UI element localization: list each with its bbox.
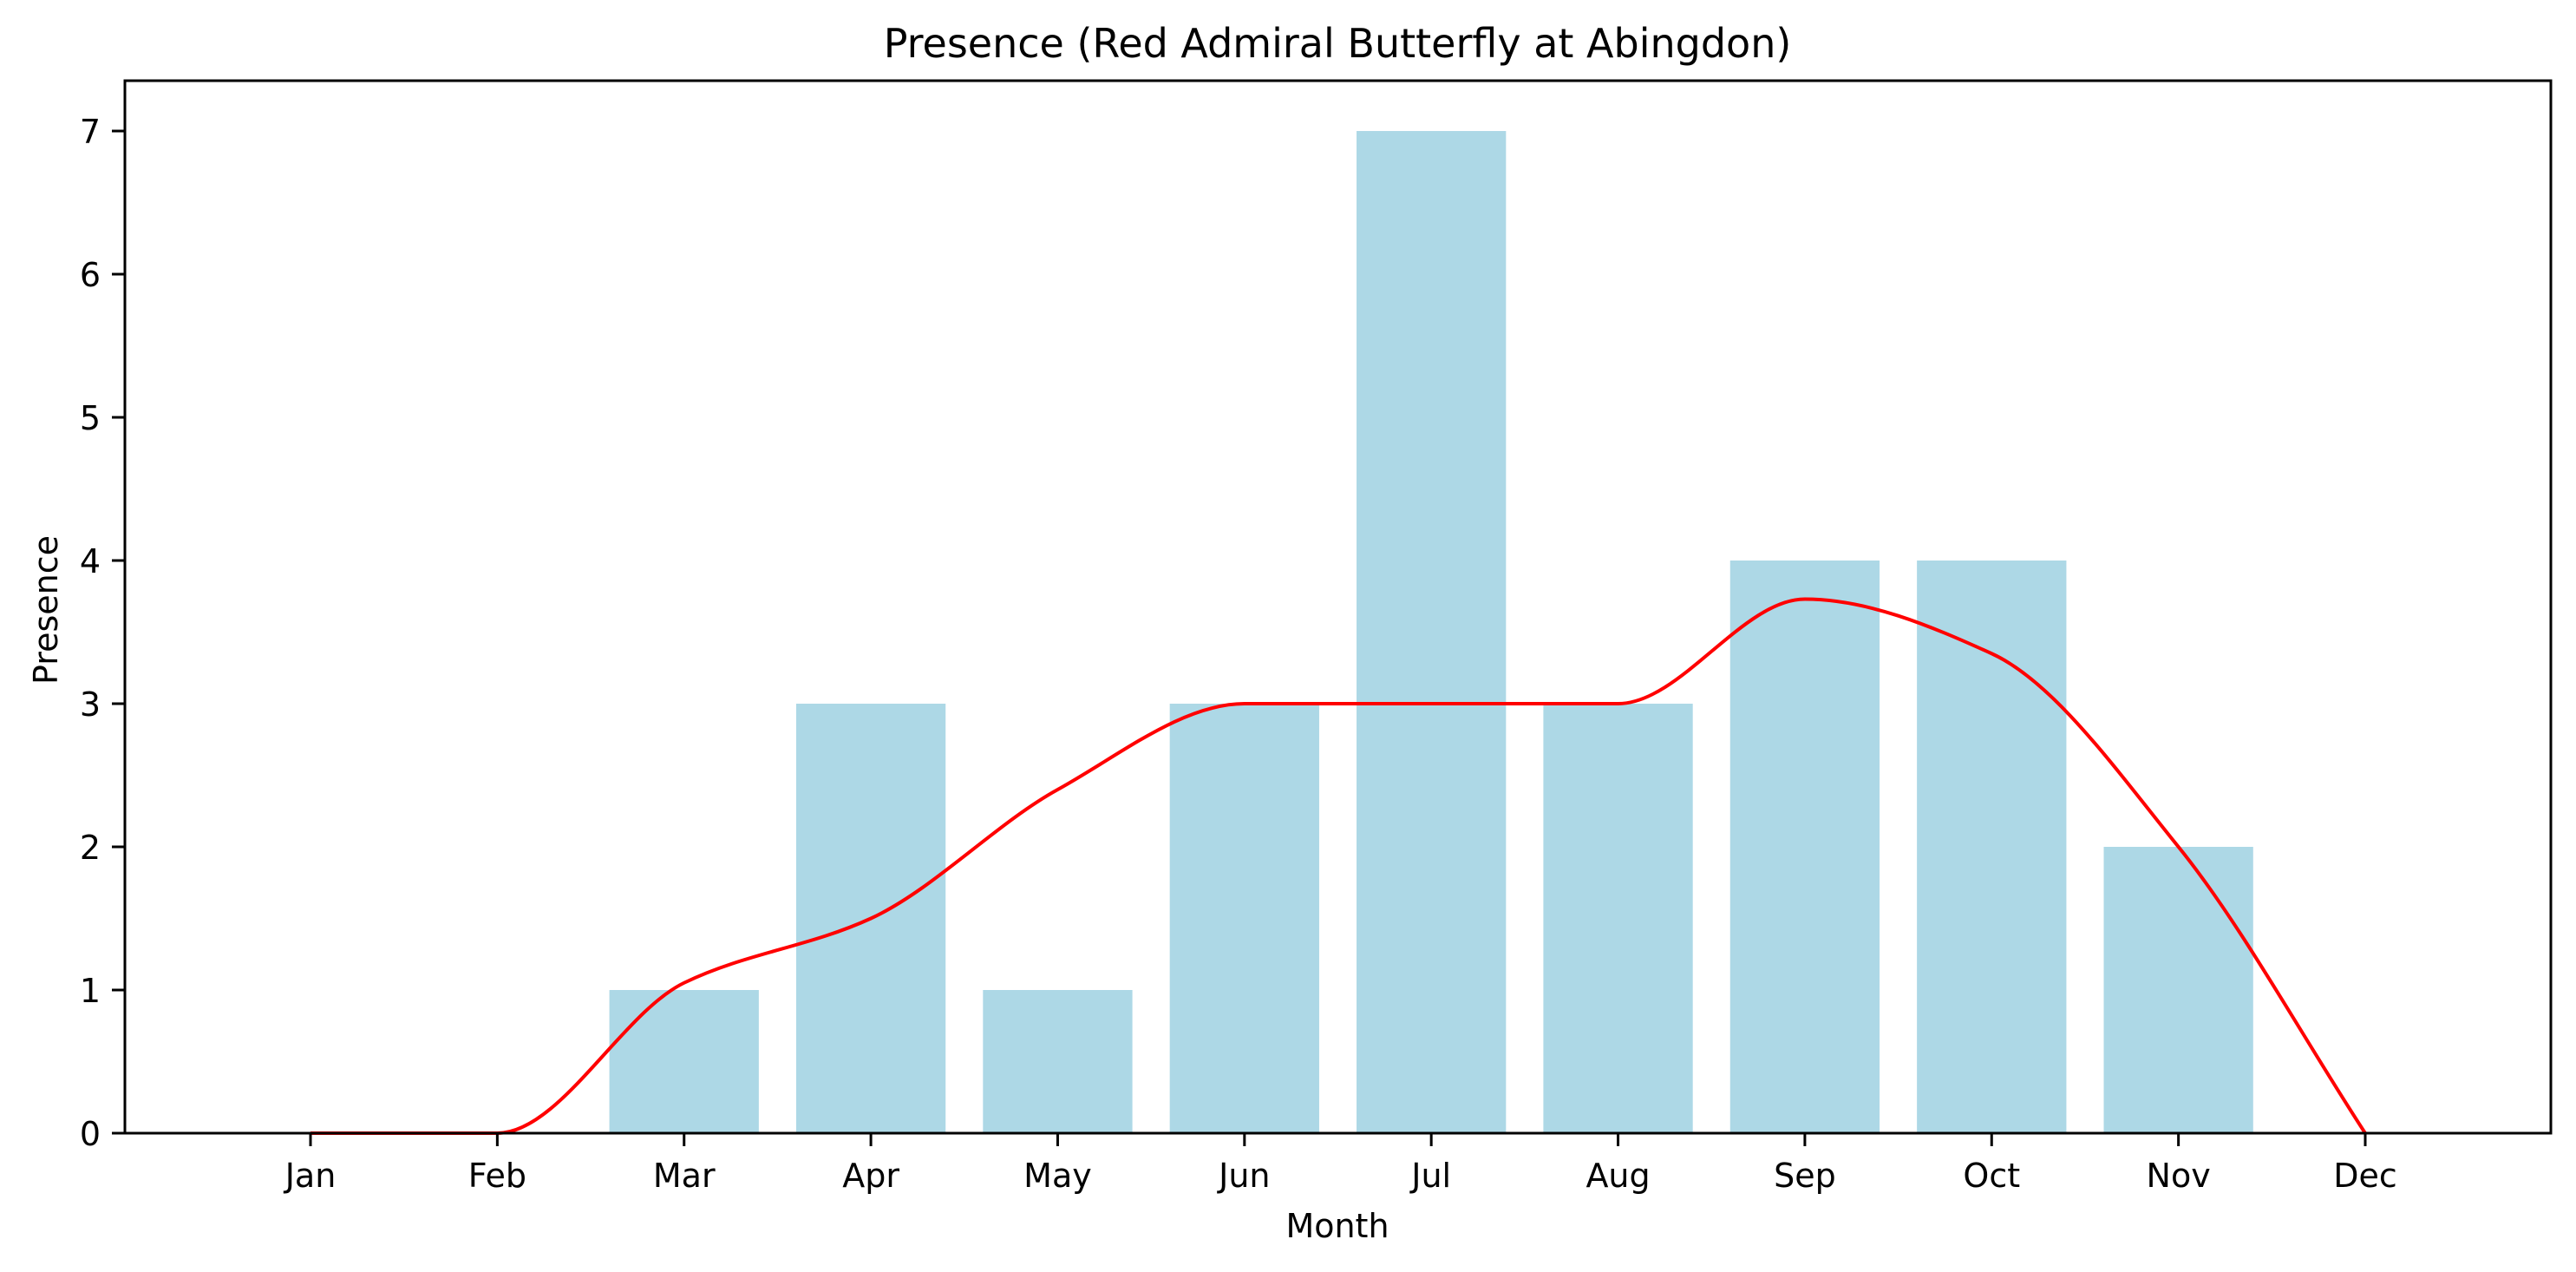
x-tick-label: Feb	[468, 1157, 526, 1195]
x-tick-label: Apr	[842, 1157, 899, 1195]
bar-sep	[1729, 561, 1880, 1133]
y-tick-label: 6	[80, 256, 101, 294]
bar-nov	[2103, 847, 2253, 1133]
chart-title: Presence (Red Admiral Butterfly at Abing…	[884, 20, 1792, 67]
y-tick-label: 3	[80, 685, 101, 724]
bar-may	[983, 990, 1133, 1133]
x-tick-label: Mar	[653, 1157, 716, 1195]
x-tick-label: Jan	[284, 1157, 337, 1195]
y-axis-label: Presence	[27, 535, 65, 685]
x-tick-label: May	[1023, 1157, 1092, 1195]
bar-jun	[1169, 704, 1319, 1133]
bar-jul	[1357, 131, 1507, 1133]
y-tick-label: 5	[80, 399, 101, 437]
y-tick-label: 7	[80, 113, 101, 151]
x-tick-label: Sep	[1774, 1157, 1836, 1195]
y-ticks-group: 0 1 2 3 4 5 6 7	[80, 113, 125, 1153]
x-tick-label: Jul	[1409, 1157, 1451, 1195]
x-tick-label: Aug	[1585, 1157, 1650, 1195]
y-tick-label: 4	[80, 542, 101, 580]
bar-mar	[609, 990, 759, 1133]
x-tick-label: Dec	[2333, 1157, 2397, 1195]
y-tick-label: 0	[80, 1115, 101, 1153]
trend-line	[311, 597, 2367, 1136]
x-axis-label: Month	[1285, 1207, 1389, 1245]
x-tick-label: Oct	[1963, 1157, 2020, 1195]
y-tick-label: 1	[80, 972, 101, 1010]
bar-aug	[1543, 704, 1693, 1133]
trend-line-group	[311, 597, 2367, 1136]
y-tick-label: 2	[80, 829, 101, 867]
bars-group	[609, 131, 2253, 1133]
axes-group	[123, 79, 2553, 1135]
bar-oct	[1917, 561, 2067, 1133]
x-ticks-group: Jan Feb Mar Apr May Jun Jul Aug Sep Oct Nov Dec	[284, 1133, 2397, 1195]
plot-frame	[123, 79, 2553, 1135]
x-tick-label: Nov	[2147, 1157, 2211, 1195]
x-tick-label: Jun	[1217, 1157, 1270, 1195]
